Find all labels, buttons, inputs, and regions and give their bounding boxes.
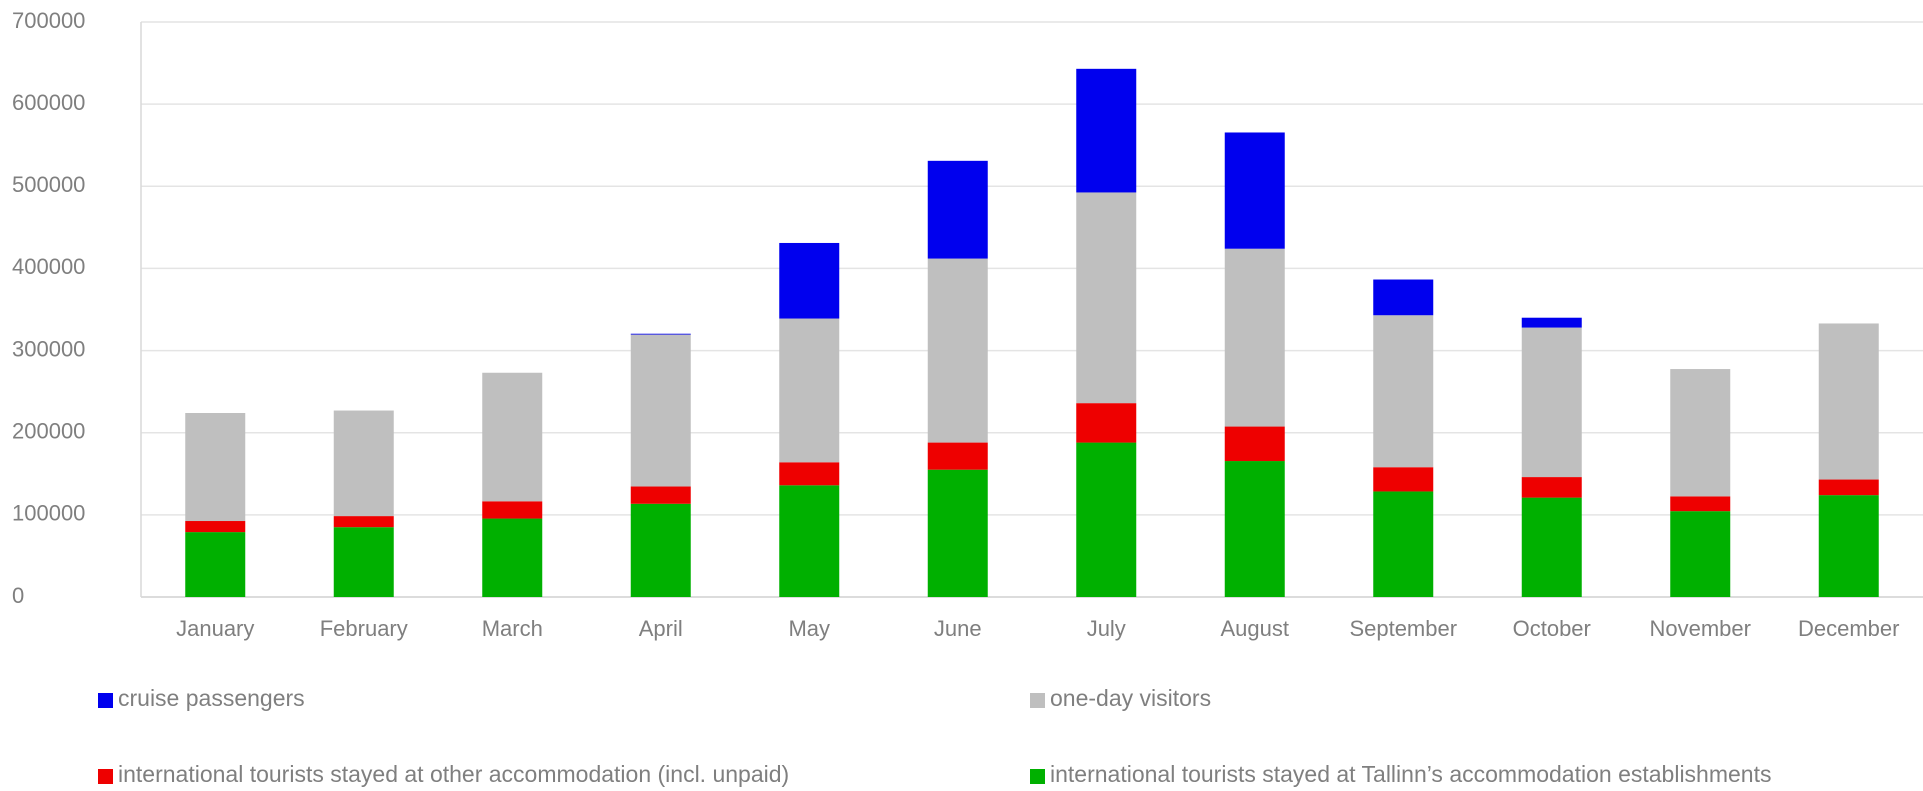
bar-segment <box>1521 497 1582 597</box>
y-tick-label: 100000 <box>12 501 85 526</box>
bar-segment <box>927 469 988 597</box>
y-tick-label: 0 <box>12 583 24 608</box>
bar-segment <box>927 442 988 470</box>
bar-segment <box>1224 461 1285 597</box>
bar-segment <box>482 518 543 597</box>
y-tick-label: 600000 <box>12 90 85 115</box>
bar-segment <box>1224 426 1285 462</box>
bar-segment <box>185 413 246 522</box>
bar-segment <box>630 486 691 504</box>
x-tick-label: February <box>320 616 408 641</box>
bar-segment <box>333 527 394 597</box>
legend-label: cruise passengers <box>118 685 305 711</box>
bar-segment <box>1521 477 1582 498</box>
bar-segment <box>1224 248 1285 427</box>
bar-segment <box>630 503 691 597</box>
bar-segment <box>1521 327 1582 478</box>
bar-segment <box>1076 442 1137 597</box>
bar-segment <box>1373 315 1434 468</box>
x-tick-label: May <box>788 616 830 641</box>
legend-label: one-day visitors <box>1050 685 1211 711</box>
x-tick-label: December <box>1798 616 1899 641</box>
legend-label: international tourists stayed at other a… <box>118 761 789 787</box>
x-tick-label: November <box>1650 616 1751 641</box>
legend: cruise passengers one-day visitors interna… <box>98 685 1771 787</box>
y-tick-label: 700000 <box>12 8 85 33</box>
y-tick-label: 200000 <box>12 419 85 444</box>
bar-segment <box>482 501 543 519</box>
bar-segment <box>333 516 394 528</box>
x-tick-label: April <box>639 616 683 641</box>
legend-swatch <box>98 769 113 784</box>
bar-segment <box>630 334 691 487</box>
bar-segment <box>1373 467 1434 492</box>
bar-segment <box>1076 192 1137 404</box>
x-tick-label: October <box>1513 616 1591 641</box>
bar-segment <box>779 462 840 486</box>
bar-segment <box>630 333 691 335</box>
legend-swatch <box>1030 693 1045 708</box>
y-tick-label: 300000 <box>12 336 85 361</box>
bar-segment <box>779 318 840 463</box>
bar-segment <box>1373 279 1434 316</box>
bar-segment <box>1670 496 1731 512</box>
bar-segment <box>1670 369 1731 497</box>
bar-segment <box>1076 403 1137 443</box>
bar-segment <box>1818 479 1879 496</box>
bar-segment <box>1373 491 1434 597</box>
bar-segment <box>1818 323 1879 480</box>
bar-segment <box>1224 132 1285 249</box>
bar-segment <box>927 258 988 443</box>
x-tick-label: June <box>934 616 982 641</box>
x-tick-label: March <box>482 616 543 641</box>
bar-segment <box>1670 511 1731 597</box>
x-tick-label: July <box>1087 616 1126 641</box>
bar-segment <box>1076 68 1137 193</box>
legend-label: international tourists stayed at Tallinn… <box>1050 761 1771 787</box>
x-tick-label: January <box>176 616 254 641</box>
bar-segment <box>927 160 988 259</box>
y-tick-label: 400000 <box>12 254 85 279</box>
bar-segment <box>1521 317 1582 328</box>
bar-segment <box>185 532 246 597</box>
legend-swatch <box>98 693 113 708</box>
bar-segment <box>482 372 543 502</box>
x-tick-label: September <box>1349 616 1457 641</box>
bar-segment <box>185 521 246 533</box>
bar-segment <box>779 242 840 319</box>
bar-segment <box>333 410 394 517</box>
y-tick-label: 500000 <box>12 172 85 197</box>
x-tick-label: August <box>1221 616 1290 641</box>
bar-segment <box>779 485 840 597</box>
legend-swatch <box>1030 769 1045 784</box>
bar-segment <box>1818 495 1879 597</box>
